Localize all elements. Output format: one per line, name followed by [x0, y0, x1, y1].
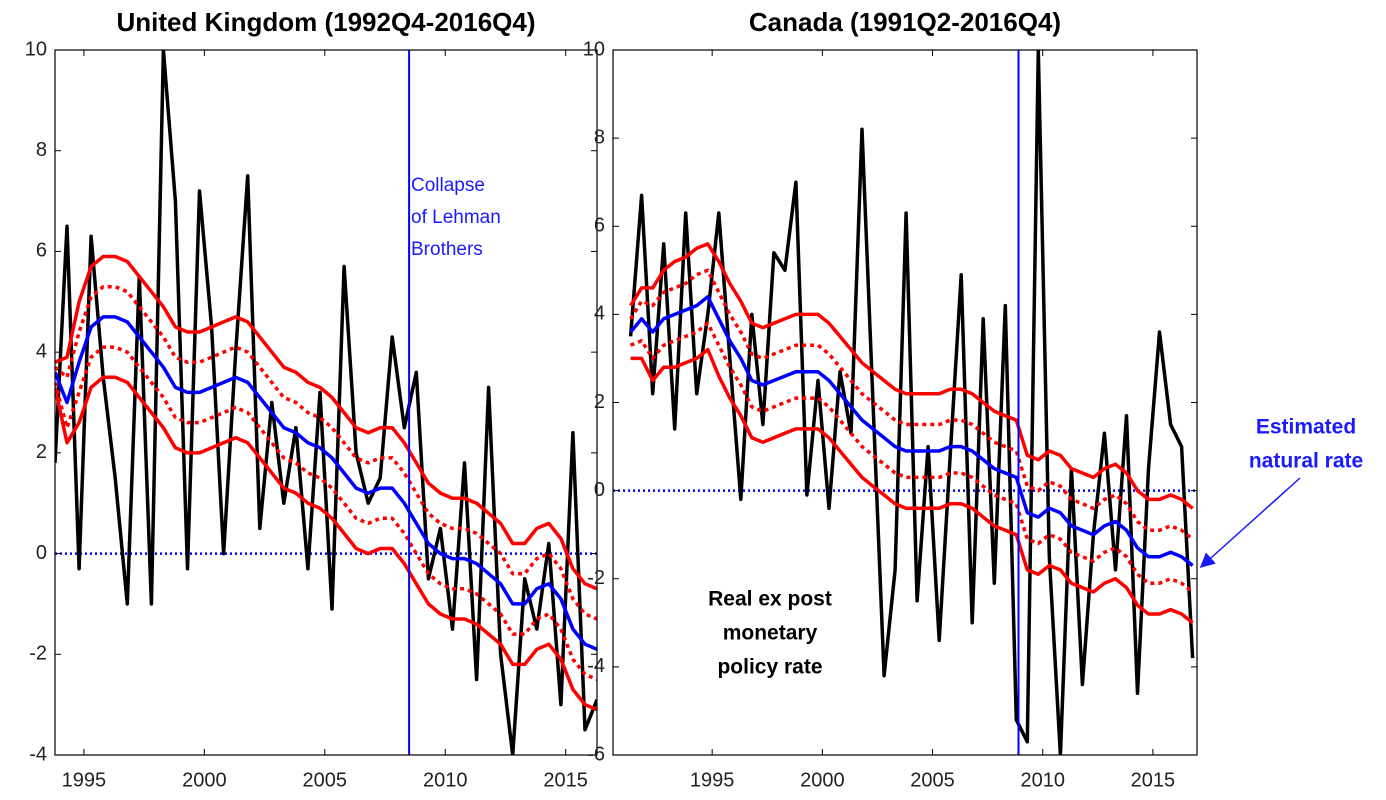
chart-title: United Kingdom (1992Q4-2016Q4) [117, 7, 536, 37]
series-line [629, 321, 1194, 594]
y-tick-label: 6 [36, 240, 47, 262]
plot-area [613, 50, 1197, 755]
plot-area [55, 50, 597, 755]
x-tick-label: 2005 [303, 769, 348, 791]
series-line [55, 284, 597, 621]
series-line [629, 242, 1194, 510]
x-tick-label: 1995 [690, 769, 735, 791]
x-tick-label: 2010 [423, 769, 468, 791]
y-tick-label: 0 [36, 542, 47, 564]
annotation: Collapse [411, 175, 485, 196]
annotation: monetary [723, 622, 818, 645]
y-tick-label: 4 [36, 340, 47, 362]
y-tick-label: -2 [587, 567, 605, 589]
y-tick-label: -4 [587, 655, 605, 677]
y-tick-label: 0 [594, 479, 605, 501]
y-tick-label: 10 [25, 38, 47, 60]
annotation: Real ex post [708, 588, 832, 611]
series-line [55, 254, 597, 591]
y-tick-label: 8 [36, 139, 47, 161]
series-line [55, 50, 597, 755]
annotation: Estimated [1256, 416, 1356, 439]
x-tick-label: 1995 [62, 769, 107, 791]
chart-title: Canada (1991Q2-2016Q4) [749, 7, 1061, 37]
annotation-arrow [1199, 477, 1301, 569]
series-line [628, 50, 1195, 755]
x-tick-label: 2010 [1020, 769, 1065, 791]
annotation: natural rate [1249, 450, 1363, 473]
series-line [630, 347, 1194, 625]
y-tick-label: -4 [29, 743, 47, 765]
x-tick-label: 2005 [910, 769, 955, 791]
annotation: Brothers [411, 239, 483, 260]
annotation: policy rate [717, 656, 822, 679]
x-tick-label: 2015 [1131, 769, 1176, 791]
series-line [629, 295, 1194, 567]
annotation: of Lehman [411, 207, 501, 228]
y-tick-label: -2 [29, 643, 47, 665]
y-tick-label: 10 [583, 38, 605, 60]
y-tick-label: -6 [587, 743, 605, 765]
series-line [55, 315, 597, 651]
x-tick-label: 2015 [543, 769, 588, 791]
plot-frame [54, 49, 598, 756]
plot-frame [612, 49, 1198, 756]
x-tick-label: 2000 [182, 769, 227, 791]
y-tick-label: 2 [36, 441, 47, 463]
y-tick-label: 4 [594, 303, 605, 325]
x-tick-label: 2000 [800, 769, 845, 791]
y-tick-label: 2 [594, 391, 605, 413]
y-tick-label: 8 [594, 126, 605, 148]
series-line [629, 268, 1194, 541]
y-tick-label: 6 [594, 215, 605, 237]
series-line [55, 375, 597, 712]
